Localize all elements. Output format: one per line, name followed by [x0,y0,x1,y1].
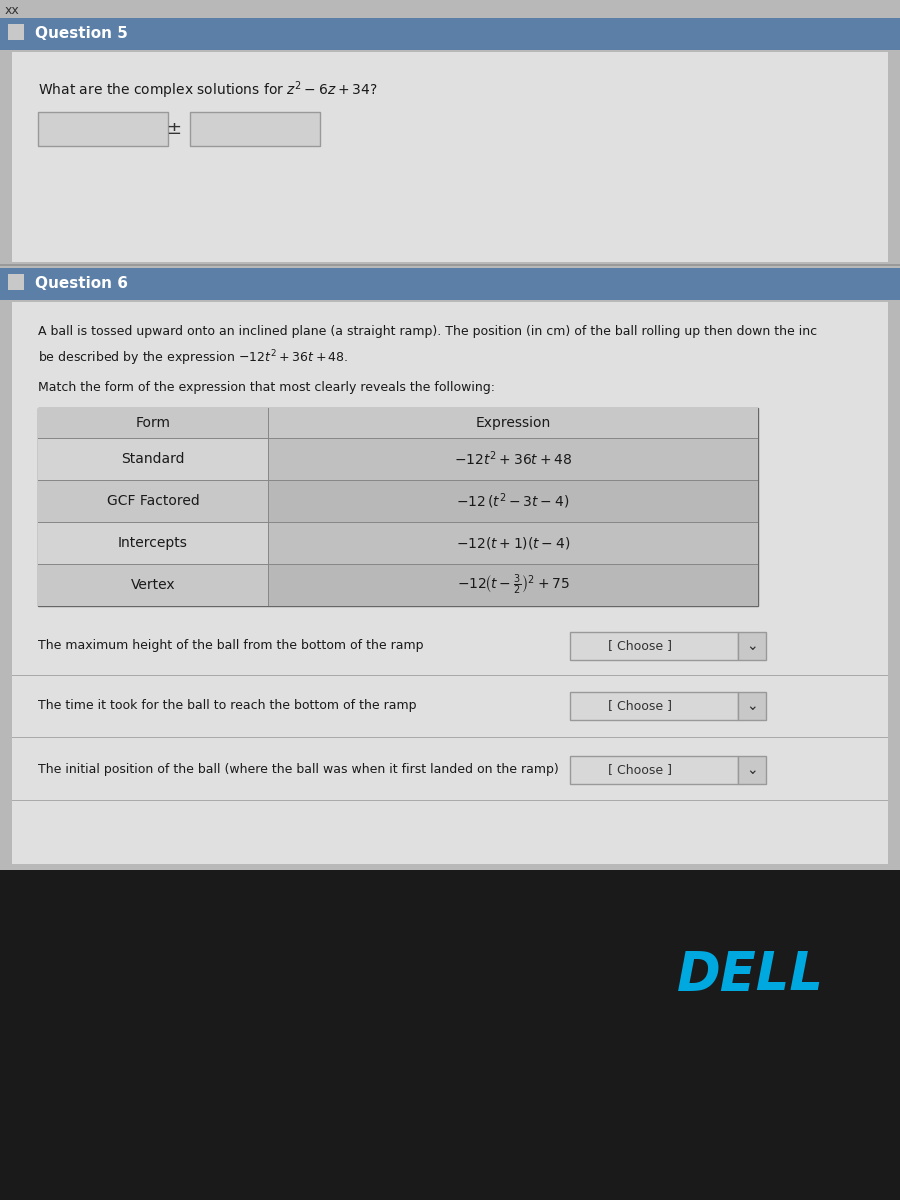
Text: The maximum height of the ball from the bottom of the ramp: The maximum height of the ball from the … [38,640,424,653]
Bar [38,564,268,606]
Bar [38,408,758,606]
Bar [268,480,269,522]
Text: The time it took for the ball to reach the bottom of the ramp: The time it took for the ball to reach t… [38,700,417,713]
Text: A ball is tossed upward onto an inclined plane (a straight ramp). The position (: A ball is tossed upward onto an inclined… [38,325,817,338]
Text: [ Choose ]: [ Choose ] [608,763,672,776]
Bar [268,480,758,522]
Text: What are the complex solutions for $z^2 - 6z + 34$?: What are the complex solutions for $z^2 … [38,79,377,101]
Bar [8,274,24,290]
Text: xx: xx [5,4,20,17]
Bar [268,522,269,564]
Text: $-12\,(t^2 - 3t - 4)$: $-12\,(t^2 - 3t - 4)$ [456,491,570,511]
Text: Intercepts: Intercepts [118,536,188,550]
Bar [38,522,268,564]
Bar [570,632,738,660]
Text: Standard: Standard [122,452,184,466]
Bar [38,408,758,438]
Bar [12,52,888,262]
Text: Question 6: Question 6 [35,276,128,292]
Text: $-12\!\left(t-\frac{3}{2}\right)^{2}+75$: $-12\!\left(t-\frac{3}{2}\right)^{2}+75$ [456,572,570,598]
Bar [38,438,268,480]
Bar [268,438,758,480]
Text: The initial position of the ball (where the ball was when it first landed on the: The initial position of the ball (where … [38,763,559,776]
Bar [38,480,268,522]
Text: DELL: DELL [677,949,824,1001]
Text: $-12t^2 + 36t + 48$: $-12t^2 + 36t + 48$ [454,450,572,468]
Bar [38,112,168,146]
Text: $-12(t+1)(t-4)$: $-12(t+1)(t-4)$ [455,535,571,551]
Bar [738,632,766,660]
Bar [268,408,269,438]
Text: ±: ± [166,120,182,138]
Bar [0,870,900,1200]
Text: Vertex: Vertex [130,578,176,592]
Bar [0,18,900,50]
Bar [570,692,738,720]
Text: Form: Form [136,416,170,430]
Bar [0,264,900,266]
Text: Question 5: Question 5 [35,26,128,42]
Bar [190,112,320,146]
Text: Expression: Expression [475,416,551,430]
Text: ⌄: ⌄ [746,638,758,653]
Text: [ Choose ]: [ Choose ] [608,640,672,653]
Text: Match the form of the expression that most clearly reveals the following:: Match the form of the expression that mo… [38,382,495,395]
Bar [0,268,900,300]
Bar [738,756,766,784]
Bar [268,564,269,606]
Bar [268,438,269,480]
Text: be described by the expression $-12t^2 + 36t + 48$.: be described by the expression $-12t^2 +… [38,348,348,367]
Bar [570,756,738,784]
Bar [738,692,766,720]
Bar [12,302,888,864]
Bar [268,564,758,606]
Text: ⌄: ⌄ [746,698,758,713]
Bar [268,522,758,564]
Text: GCF Factored: GCF Factored [106,494,200,508]
Text: ⌄: ⌄ [746,763,758,778]
Text: [ Choose ]: [ Choose ] [608,700,672,713]
Bar [8,24,24,40]
